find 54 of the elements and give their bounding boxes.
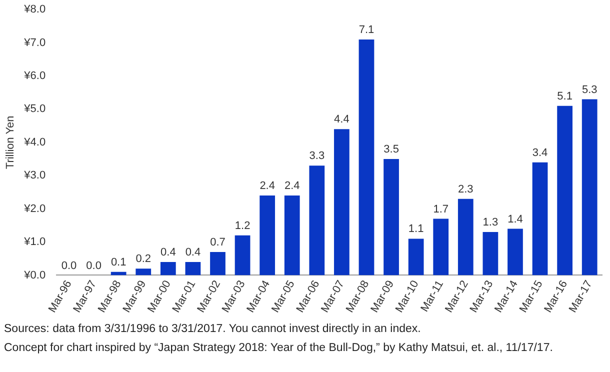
bar xyxy=(508,228,523,276)
y-tick-label: ¥7.0 xyxy=(23,36,46,49)
bar xyxy=(185,262,201,276)
data-label: 7.1 xyxy=(358,24,374,36)
bar xyxy=(234,235,250,276)
bar xyxy=(532,162,548,276)
data-label: 1.2 xyxy=(234,220,250,232)
data-label: 0.0 xyxy=(61,260,77,272)
data-label: 0.0 xyxy=(86,260,102,272)
bar xyxy=(458,198,474,276)
text: Concept for chart inspired by “Japan Strategy 2018: Year of the Bull-Dog,” by Kathy Matsui, et. al., 11/17/17. xyxy=(4,341,554,356)
data-label: 3.4 xyxy=(532,146,548,159)
y-tick-label: ¥4.0 xyxy=(23,136,46,148)
data-label: 1.4 xyxy=(508,213,523,226)
data-label: 2.4 xyxy=(284,180,300,192)
data-label: 0.4 xyxy=(185,246,201,258)
data-label: 1.3 xyxy=(482,216,498,229)
bar xyxy=(482,232,498,276)
y-tick-label: ¥3.0 xyxy=(23,170,46,182)
y-axis-title: Trillion Yen xyxy=(4,116,17,170)
data-label: 3.3 xyxy=(309,150,325,162)
y-tick-label: ¥8.0 xyxy=(23,4,46,16)
data-label: 0.2 xyxy=(136,253,152,266)
bar xyxy=(408,238,424,276)
data-label: 0.1 xyxy=(110,256,126,268)
bar xyxy=(210,252,226,276)
data-label: 5.3 xyxy=(582,84,598,96)
y-tick-label: ¥6.0 xyxy=(23,70,46,82)
data-label: 1.7 xyxy=(433,203,449,216)
y-tick-label: ¥2.0 xyxy=(23,202,46,215)
bar xyxy=(260,196,276,276)
bar xyxy=(309,166,325,276)
y-tick-label: ¥1.0 xyxy=(23,236,46,248)
bar xyxy=(557,106,572,276)
bar xyxy=(433,218,449,276)
bar xyxy=(284,196,300,276)
bar xyxy=(384,159,399,276)
data-label: 2.4 xyxy=(260,180,275,192)
bar xyxy=(110,272,126,276)
bar xyxy=(334,129,350,276)
data-label: 4.4 xyxy=(334,114,350,126)
bar xyxy=(160,262,176,276)
data-label: 1.1 xyxy=(408,223,424,236)
bar xyxy=(136,268,152,276)
data-label: 0.4 xyxy=(160,246,176,258)
y-tick-label: ¥5.0 xyxy=(23,103,46,116)
source-note: Sources: data from 3/31/1996 to 3/31/2017. You cannot invest directly in an index. xyxy=(4,322,422,337)
y-tick-label: ¥0.0 xyxy=(23,269,46,282)
data-label: 2.3 xyxy=(458,183,474,196)
bar xyxy=(582,99,598,276)
data-label: 0.7 xyxy=(210,236,226,249)
bar xyxy=(358,39,374,276)
data-label: 3.5 xyxy=(384,144,399,156)
data-label: 5.1 xyxy=(557,90,572,102)
